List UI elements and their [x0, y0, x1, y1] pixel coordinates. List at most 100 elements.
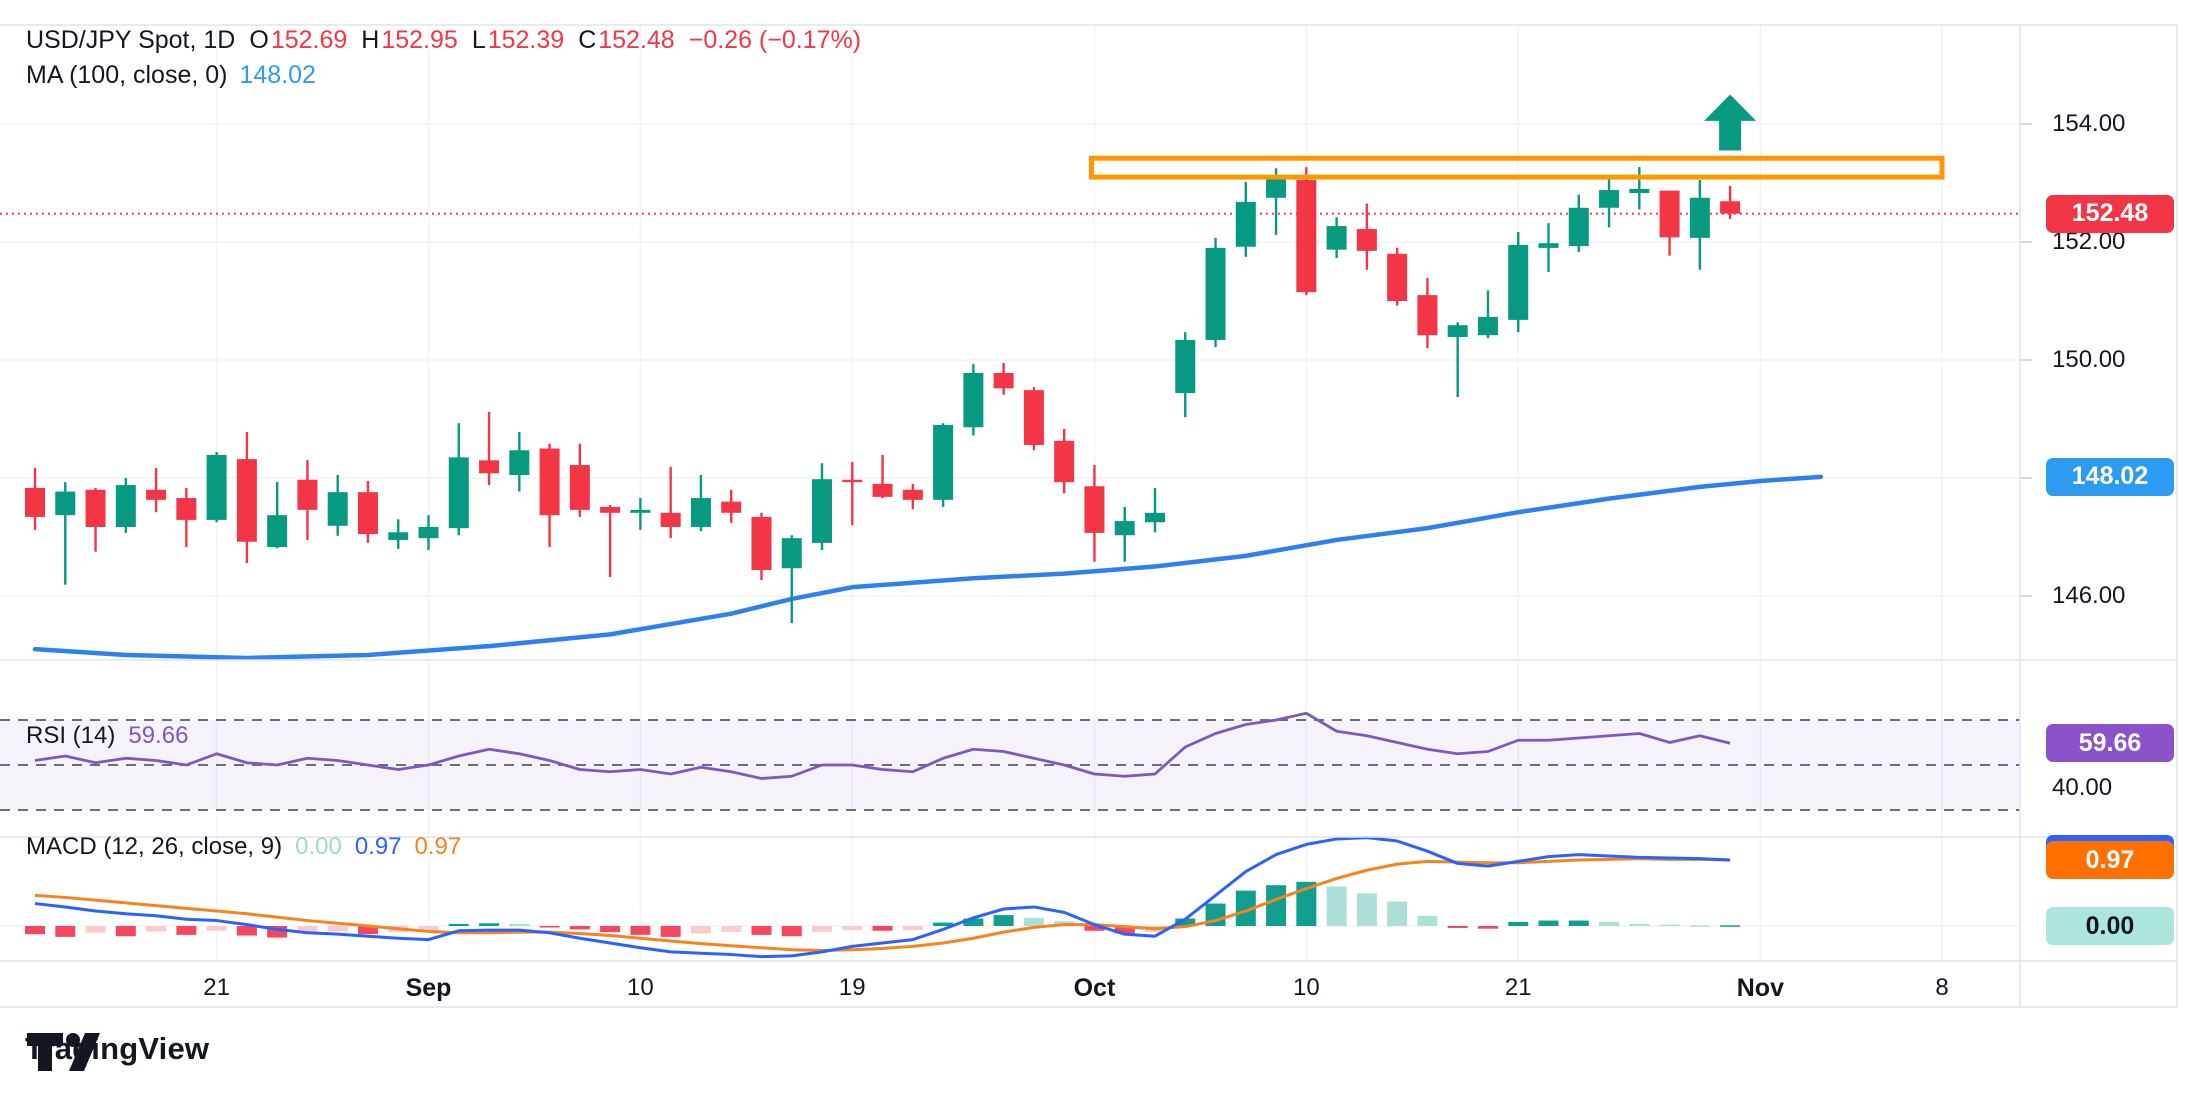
candle-body	[1205, 247, 1226, 340]
price-tick-label: 146.00	[2052, 582, 2126, 609]
tradingview-logo-icon	[27, 1033, 100, 1071]
macd-hist-bar	[1477, 926, 1498, 929]
macd-hist-bar	[539, 926, 560, 928]
macd-hist-bar	[418, 926, 439, 931]
time-axis[interactable]: 21 Sep 10 19 Oct 10 21 Nov 8	[0, 962, 2208, 1008]
rsi-value-badge: 59.66	[2046, 724, 2174, 763]
candle-body	[236, 459, 257, 542]
candle-body	[1266, 178, 1287, 198]
time-tick-label: 19	[838, 974, 866, 1001]
candle-body	[418, 526, 439, 539]
candle-body	[1326, 226, 1347, 250]
ma-value-badge: 148.02	[2046, 457, 2174, 496]
macd-hist-bar	[448, 923, 469, 926]
macd-hist-bar	[357, 926, 378, 935]
ma-label: MA (100, close, 0)	[26, 61, 228, 89]
candle-body	[1084, 486, 1105, 533]
candle-body	[448, 457, 469, 529]
macd-hist-bar	[1599, 921, 1620, 926]
candle-body	[1023, 390, 1044, 445]
macd-hist-bar	[781, 926, 802, 937]
candle-body	[1144, 512, 1165, 523]
candle-body	[479, 460, 500, 474]
candle-body	[1659, 190, 1680, 238]
change-value: −0.26 (−0.17%)	[688, 26, 862, 54]
macd-hist-bar	[1538, 920, 1559, 926]
time-tick-label: Sep	[405, 974, 452, 1002]
rsi-indicator-header[interactable]: RSI (14) 59.66	[26, 722, 188, 750]
candle-body	[176, 498, 197, 520]
macd-hist-bar	[267, 926, 288, 938]
price-tick-label: 154.00	[2052, 110, 2126, 137]
time-tick-label: 21	[1504, 974, 1532, 1001]
up-arrow-icon[interactable]	[1704, 94, 1757, 151]
candle-body	[1356, 229, 1377, 251]
macd-hist-bar	[1266, 885, 1287, 926]
candle-body	[1568, 207, 1589, 247]
macd-hist-bar	[1720, 925, 1741, 927]
macd-hist-bar	[1417, 915, 1438, 926]
ohlc-open: O 152.69	[249, 26, 348, 54]
tradingview-logo[interactable]: TradingView	[25, 1031, 209, 1071]
macd-hist-bar	[902, 926, 923, 931]
candle-body	[1235, 201, 1256, 247]
candle-body	[25, 488, 45, 517]
macd-hist-bar	[1175, 918, 1196, 926]
ma-indicator-header[interactable]: MA (100, close, 0) 148.02	[26, 61, 316, 90]
candle-body	[1054, 440, 1075, 483]
macd-hist-bar	[1629, 923, 1650, 926]
ohlc-low: L 152.39	[471, 26, 565, 54]
macd-hist-bar	[1023, 917, 1044, 926]
macd-hist-bar	[236, 926, 257, 936]
ma-value: 148.02	[239, 61, 316, 89]
candle-body	[569, 465, 590, 510]
macd-label: MACD (12, 26, close, 9)	[26, 833, 283, 860]
last-price-badge: 152.48	[2046, 194, 2174, 233]
macd-hist-bar	[812, 926, 833, 933]
candle-body	[812, 479, 833, 543]
candle-body	[630, 509, 651, 513]
macd-hist-bar	[1084, 926, 1105, 931]
rsi-value: 59.66	[128, 722, 189, 749]
ohlc-close: C 152.48	[578, 26, 675, 54]
macd-hist-bar	[1296, 881, 1317, 926]
symbol-title[interactable]: USD/JPY Spot, 1D	[26, 26, 236, 54]
time-tick-label: 10	[627, 974, 654, 1001]
macd-hist-bar	[993, 915, 1014, 926]
macd-hist-bar	[690, 926, 711, 934]
candle-body	[993, 372, 1014, 389]
candle-body	[357, 492, 378, 535]
macd-hist-bar	[751, 926, 772, 935]
macd-hist-bar	[176, 926, 197, 935]
candle-body	[206, 454, 227, 520]
macd-hist-bar	[933, 922, 954, 926]
candle-body	[1447, 325, 1468, 337]
candle-body	[1296, 180, 1317, 293]
symbol-header[interactable]: USD/JPY Spot, 1D O 152.69 H 152.95 L 152.39…	[26, 26, 861, 55]
macd-indicator-header[interactable]: MACD (12, 26, close, 9) 0.00 0.97 0.97	[26, 833, 461, 861]
candle-body	[1538, 243, 1559, 248]
candle-body	[842, 479, 863, 483]
macd-hist-bar	[1387, 901, 1408, 926]
macd-hist-bar	[206, 926, 227, 931]
candle-body	[1720, 201, 1741, 214]
macd-hist-bar	[146, 926, 167, 932]
macd-signal-badge: 0.97	[2046, 841, 2174, 880]
macd-hist-bar	[1356, 893, 1377, 926]
macd-hist-bar	[297, 926, 318, 933]
candle-body	[902, 489, 923, 500]
candle-body	[1175, 339, 1196, 394]
macd-hist-bar	[569, 926, 590, 930]
candle-body	[933, 424, 954, 500]
macd-hist-bar	[842, 926, 863, 931]
candle-body	[388, 532, 409, 540]
macd-hist-bar	[85, 926, 106, 933]
candle-body	[85, 489, 106, 527]
macd-hist-bar	[600, 926, 621, 933]
candle-body	[146, 489, 167, 500]
candle-body	[509, 450, 530, 476]
resistance-zone[interactable]	[1088, 155, 1945, 180]
macd-histogram	[25, 881, 1741, 938]
